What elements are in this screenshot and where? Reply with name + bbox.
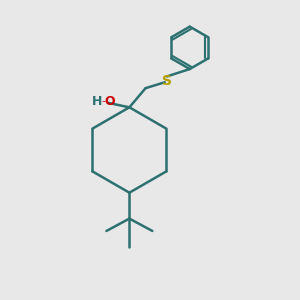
Text: O: O — [104, 95, 115, 108]
Text: -: - — [101, 96, 106, 106]
Text: H: H — [92, 95, 102, 108]
Text: S: S — [162, 74, 172, 88]
